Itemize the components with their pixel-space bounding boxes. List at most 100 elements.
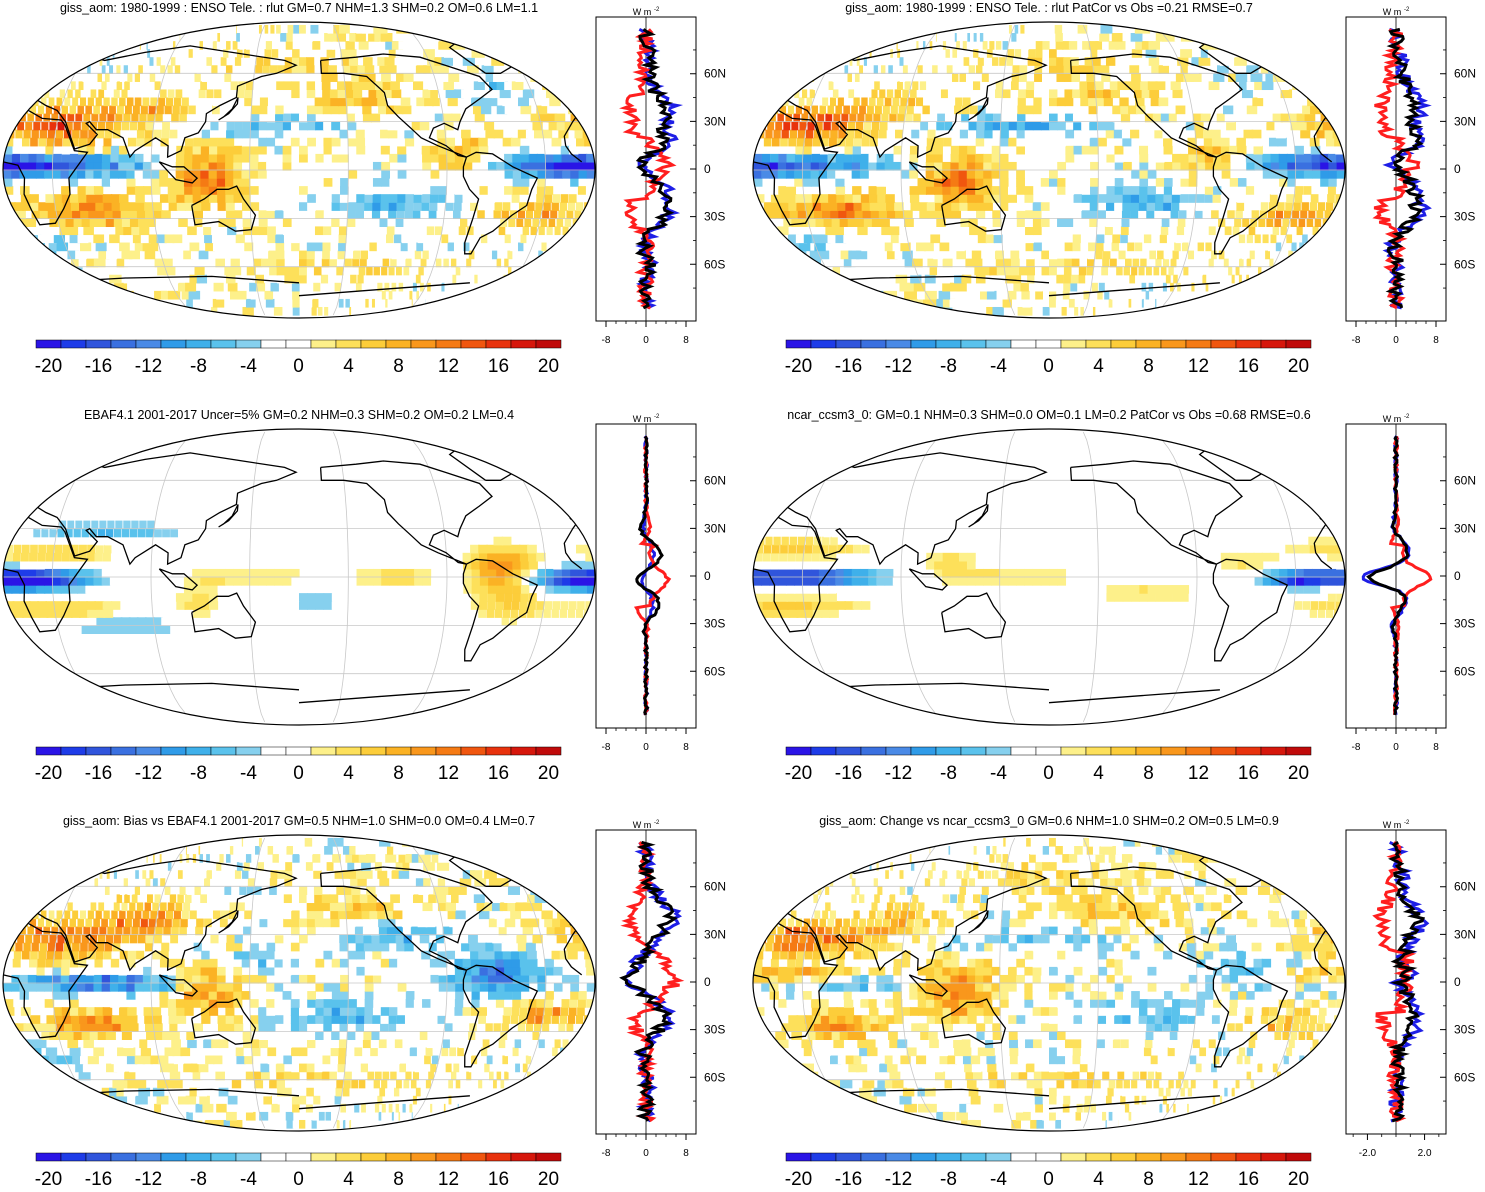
colorbar-tick-label: -16 [85,356,112,377]
colorbar-segment [836,340,861,348]
colorbar-tick-label: 0 [1043,1169,1054,1187]
map-field [2,835,602,1131]
colorbar-tick-label: 20 [538,763,559,784]
colorbar-segment [886,1153,911,1161]
colorbar-segment [236,747,261,755]
colorbar-segment [1261,747,1286,755]
colorbar-segment [961,1153,986,1161]
lat-tick-label: 60N [704,880,726,894]
colorbar-segment [511,1153,536,1161]
profile-x-tick-label: -2.0 [1359,1148,1377,1159]
colorbar-tick-label: -4 [240,356,257,377]
colorbar-segment [261,747,286,755]
colorbar-segment [36,747,61,755]
colorbar-segment [436,1153,461,1161]
colorbar-segment [386,1153,411,1161]
colorbar-segment [911,1153,936,1161]
colorbar-segment [186,340,211,348]
colorbar-tick-label: -4 [240,1169,257,1187]
colorbar-tick-label: 8 [393,763,404,784]
colorbar-segment [261,340,286,348]
profile-units: W m [1383,414,1402,424]
colorbar-tick-label: 16 [488,763,509,784]
profile-x-tick-label: 0 [643,742,649,753]
colorbar-segment [161,340,186,348]
colorbar-segment [236,340,261,348]
colorbar-segment [1286,1153,1311,1161]
colorbar-segment [511,747,536,755]
colorbar-tick-label: 20 [538,356,559,377]
profile-x-tick-label: 0 [1393,335,1399,346]
panel-2: giss_aom: 1980-1999 : ENSO Tele. : rlut … [752,1,1476,377]
colorbar-tick-label: 16 [1238,763,1259,784]
colorbar-segment [1261,1153,1286,1161]
colorbar-segment [1036,1153,1061,1161]
lat-tick-label: 0 [1454,569,1461,583]
colorbar-segment [336,747,361,755]
colorbar-tick-label: -16 [85,763,112,784]
colorbar-tick-label: -8 [940,763,957,784]
lat-tick-label: 60N [704,474,726,488]
colorbar-segment [286,340,311,348]
colorbar-segment [336,1153,361,1161]
colorbar-tick-label: 12 [438,1169,459,1187]
lat-tick-label: 60S [704,1070,725,1084]
colorbar-tick-label: -20 [785,763,812,784]
colorbar-tick-label: 12 [1188,1169,1209,1187]
lat-tick-label: 30S [1454,1023,1475,1037]
colorbar-segment [1161,340,1186,348]
lat-tick-label: 0 [704,569,711,583]
colorbar-tick-label: 16 [1238,356,1259,377]
colorbar-segment [1136,340,1161,348]
colorbar-tick-label: -12 [135,1169,162,1187]
lat-tick-label: 60N [1454,880,1476,894]
colorbar-segment [286,1153,311,1161]
colorbar-segment [1111,747,1136,755]
colorbar-segment [61,340,86,348]
colorbar-segment [486,747,511,755]
panel-title: EBAF4.1 2001-2017 Uncer=5% GM=0.2 NHM=0.… [84,408,514,422]
colorbar-segment [961,340,986,348]
colorbar-segment [1136,747,1161,755]
lat-tick-label: 0 [1454,975,1461,989]
colorbar-tick-label: 16 [488,1169,509,1187]
colorbar-tick-label: 12 [438,356,459,377]
colorbar-tick-label: 0 [293,1169,304,1187]
profile-x-tick-label: -8 [602,1148,611,1159]
colorbar-segment [1186,1153,1211,1161]
colorbar-tick-label: 16 [1238,1169,1259,1187]
panel-6: giss_aom: Change vs ncar_ccsm3_0 GM=0.6 … [752,814,1476,1187]
colorbar-tick-label: -8 [940,356,957,377]
colorbar-segment [136,340,161,348]
colorbar-tick-label: -20 [785,356,812,377]
colorbar-segment [1036,747,1061,755]
colorbar-tick-label: -8 [940,1169,957,1187]
colorbar-tick-label: 20 [1288,763,1309,784]
colorbar-segment [211,340,236,348]
lat-tick-label: 0 [1454,162,1461,176]
map-field [752,429,1352,725]
colorbar-tick-label: 4 [1093,356,1104,377]
profile-units: W m [633,7,652,17]
profile-units-exponent: -2 [1404,7,1410,13]
colorbar-segment [1136,1153,1161,1161]
profile-x-tick-label: 8 [683,742,689,753]
colorbar-segment [1211,747,1236,755]
colorbar-segment [311,747,336,755]
lat-tick-label: 30N [704,114,726,128]
colorbar-tick-label: -8 [190,356,207,377]
colorbar-segment [986,340,1011,348]
colorbar-segment [1011,747,1036,755]
profile-units-exponent: -2 [654,820,660,826]
panel-title: giss_aom: 1980-1999 : ENSO Tele. : rlut … [845,1,1253,15]
colorbar-segment [236,1153,261,1161]
colorbar-segment [111,1153,136,1161]
colorbar-segment [1211,340,1236,348]
colorbar-segment [86,340,111,348]
colorbar-segment [211,747,236,755]
colorbar-tick-label: -4 [990,356,1007,377]
